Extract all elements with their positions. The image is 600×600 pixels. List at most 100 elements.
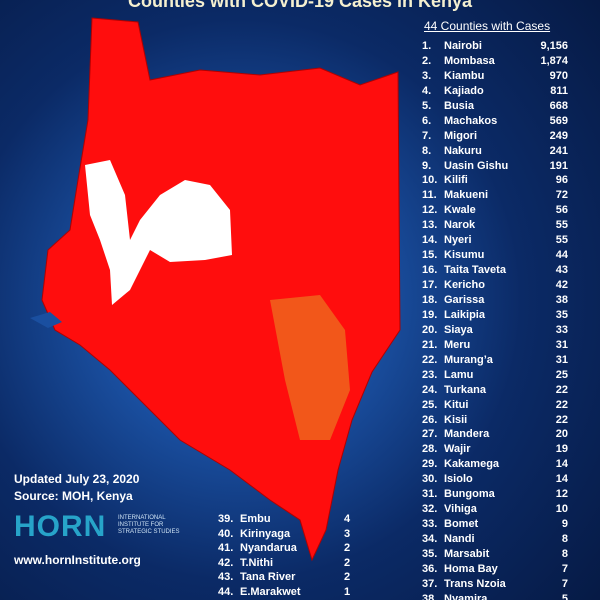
rank: 24. bbox=[422, 383, 438, 396]
county-name: Kwale bbox=[444, 204, 476, 217]
case-count: 35 bbox=[555, 308, 568, 321]
case-count: 25 bbox=[555, 368, 568, 381]
logo-tagline: INTERNATIONAL INSTITUTE FOR STRATEGIC ST… bbox=[118, 515, 180, 535]
county-name: Busia bbox=[444, 99, 474, 112]
case-count: 249 bbox=[549, 129, 568, 142]
county-name: Marsabit bbox=[444, 547, 490, 560]
county-name: Migori bbox=[444, 129, 477, 142]
case-count: 33 bbox=[555, 323, 568, 336]
county-name: Kitui bbox=[444, 398, 469, 411]
rank: 16. bbox=[422, 264, 438, 277]
case-count: 22 bbox=[555, 398, 568, 411]
case-count: 14 bbox=[555, 458, 568, 471]
county-name: Vihiga bbox=[444, 503, 477, 516]
rank: 34. bbox=[422, 533, 438, 546]
case-count: 12 bbox=[555, 488, 568, 501]
case-count: 10 bbox=[555, 503, 568, 516]
rank: 11. bbox=[422, 189, 437, 202]
rank: 26. bbox=[422, 413, 438, 426]
case-count: 56 bbox=[555, 204, 568, 217]
case-count: 43 bbox=[555, 264, 568, 277]
county-name: E.Marakwet bbox=[240, 586, 301, 598]
case-count: 1 bbox=[344, 586, 351, 598]
rank: 28. bbox=[422, 443, 438, 456]
case-count: 3 bbox=[344, 527, 351, 540]
county-name: Homa Bay bbox=[444, 562, 498, 575]
county-name: Kisumu bbox=[444, 249, 485, 262]
county-name: Meru bbox=[444, 338, 471, 351]
case-count: 2 bbox=[344, 571, 351, 584]
case-count: 42 bbox=[555, 279, 568, 292]
county-name: Isiolo bbox=[444, 473, 473, 486]
case-count: 970 bbox=[549, 69, 568, 82]
county-name: Kajiado bbox=[444, 84, 484, 97]
rank: 5. bbox=[422, 99, 432, 112]
case-count: 14 bbox=[555, 473, 568, 486]
counties-without-cases bbox=[85, 160, 232, 305]
rank: 30. bbox=[422, 473, 438, 486]
rank: 33. bbox=[422, 518, 438, 531]
rank: 27. bbox=[422, 428, 438, 441]
case-count: 44 bbox=[555, 249, 568, 262]
case-count: 1,874 bbox=[540, 54, 568, 67]
case-count: 241 bbox=[549, 144, 568, 157]
rank: 20. bbox=[422, 323, 438, 336]
case-count: 811 bbox=[550, 84, 568, 97]
case-count: 569 bbox=[549, 114, 568, 127]
county-name: Kisii bbox=[444, 413, 468, 426]
case-count: 96 bbox=[555, 174, 568, 187]
county-name: Taita Taveta bbox=[444, 264, 506, 277]
county-name: Nyamira bbox=[444, 592, 488, 600]
case-count: 72 bbox=[555, 189, 568, 202]
rank: 13. bbox=[422, 219, 438, 232]
logo: HORN bbox=[14, 510, 107, 543]
case-count: 7 bbox=[561, 562, 568, 575]
rank: 25. bbox=[422, 398, 438, 411]
county-name: Uasin Gishu bbox=[444, 159, 509, 172]
case-count: 4 bbox=[344, 513, 351, 525]
case-count: 9 bbox=[561, 518, 568, 531]
county-name: Makueni bbox=[444, 189, 489, 202]
rank: 12. bbox=[422, 204, 438, 217]
rank: 43. bbox=[218, 571, 234, 584]
updated: Updated July 23, 2020 bbox=[14, 472, 140, 486]
case-count: 191 bbox=[549, 159, 568, 172]
county-name: Nakuru bbox=[444, 144, 482, 157]
county-name: Nyeri bbox=[444, 234, 472, 247]
website: www.hornInstitute.org bbox=[14, 553, 141, 567]
rank: 3. bbox=[422, 69, 432, 82]
county-name: Bungoma bbox=[444, 488, 495, 501]
rank: 6. bbox=[422, 114, 432, 127]
rank: 15. bbox=[422, 249, 438, 262]
rank: 35. bbox=[422, 547, 438, 560]
county-name: Kakamega bbox=[444, 458, 500, 471]
case-count: 7 bbox=[561, 577, 568, 590]
lake-victoria bbox=[30, 312, 62, 328]
county-name: Nairobi bbox=[444, 40, 482, 52]
county-name: Mombasa bbox=[444, 54, 495, 67]
county-name: Laikipia bbox=[444, 308, 485, 321]
county-name: Nandi bbox=[444, 533, 475, 546]
case-count: 8 bbox=[561, 533, 568, 546]
rank: 32. bbox=[422, 503, 438, 516]
case-count: 19 bbox=[555, 443, 568, 456]
subtitle: 44 Counties with Cases bbox=[424, 19, 551, 33]
rank: 39. bbox=[218, 513, 234, 525]
rank: 36. bbox=[422, 562, 438, 575]
county-orange bbox=[270, 295, 350, 440]
rank: 44. bbox=[218, 586, 234, 598]
case-count: 2 bbox=[344, 542, 351, 555]
county-name: Wajir bbox=[444, 443, 471, 456]
case-count: 38 bbox=[555, 293, 568, 306]
title: Counties with COVID-19 Cases in Kenya bbox=[127, 0, 473, 11]
county-name: Kiambu bbox=[444, 69, 485, 82]
rank: 37. bbox=[422, 577, 438, 590]
county-name: Turkana bbox=[444, 383, 486, 396]
rank: 9. bbox=[422, 159, 432, 172]
rank: 2. bbox=[422, 54, 432, 67]
source: Source: MOH, Kenya bbox=[14, 489, 133, 503]
county-name: Machakos bbox=[444, 114, 498, 127]
case-count: 668 bbox=[549, 99, 568, 112]
